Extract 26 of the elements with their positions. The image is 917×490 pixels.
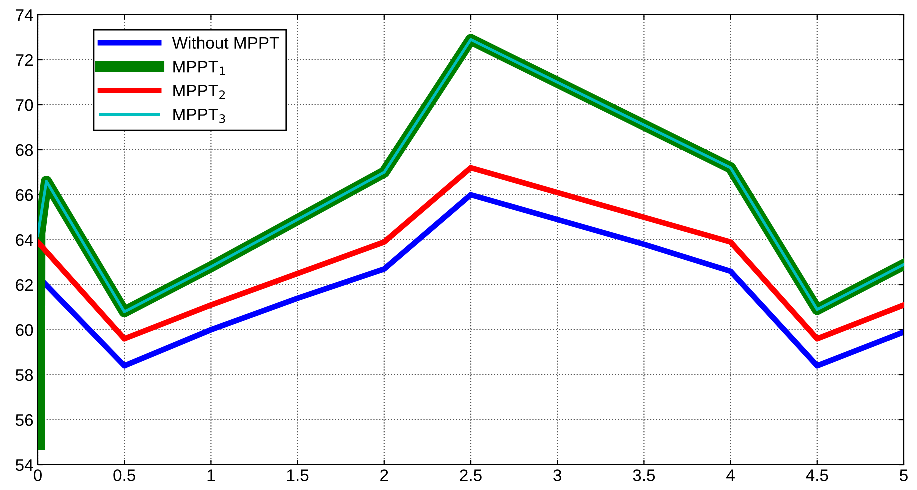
legend-label: MPPT$_{2}$ [174, 85, 226, 100]
x-tick-label: 4 [726, 470, 735, 482]
x-tick-label: 0 [34, 470, 42, 482]
y-tick-label: 70 [16, 99, 34, 112]
x-tick-label: 2 [380, 470, 388, 482]
legend-label: MPPT$_{3}$ [174, 108, 226, 124]
x-tick-label: 4.5 [806, 470, 828, 482]
y-tick-label: 68 [16, 144, 34, 156]
legend-label: Without MPPT [172, 36, 280, 49]
legend-label: MPPT$_{1}$ [174, 61, 226, 76]
y-tick-label: 58 [16, 369, 34, 382]
x-tick-label: 1.5 [287, 470, 309, 482]
x-tick-label: 1 [208, 470, 216, 482]
y-tick-label: 66 [16, 189, 34, 202]
x-tick-label: 2.5 [460, 470, 482, 482]
x-tick-label: 3.5 [633, 470, 656, 482]
y-tick-label: 64 [16, 234, 34, 246]
y-tick-label: 60 [16, 324, 34, 336]
y-tick-label: 62 [16, 279, 33, 292]
y-tick-label: 72 [16, 54, 33, 66]
x-tick-label: 5 [900, 470, 908, 482]
y-tick-label: 54 [16, 460, 34, 472]
y-tick-label: 56 [16, 414, 34, 426]
x-tick-label: 0.5 [114, 470, 136, 482]
x-tick-label: 3 [554, 470, 562, 482]
y-tick-label: 74 [16, 10, 34, 22]
